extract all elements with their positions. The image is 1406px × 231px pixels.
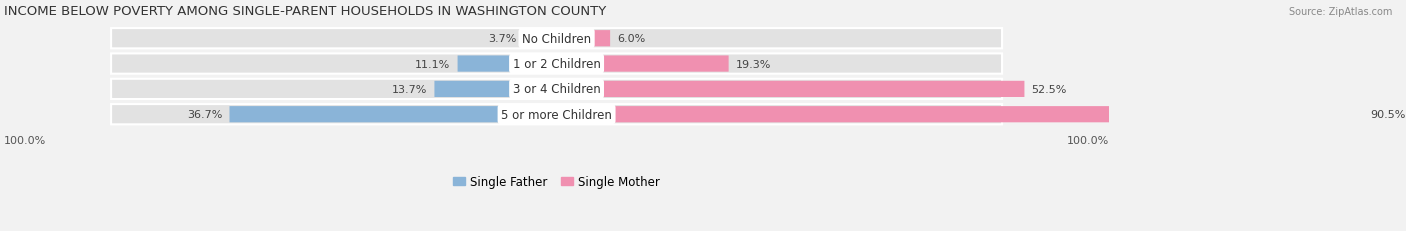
- FancyBboxPatch shape: [434, 81, 557, 97]
- Text: 100.0%: 100.0%: [4, 135, 46, 145]
- Text: 3.7%: 3.7%: [488, 34, 516, 44]
- Legend: Single Father, Single Mother: Single Father, Single Mother: [449, 170, 665, 193]
- Text: 13.7%: 13.7%: [392, 85, 427, 94]
- Text: 36.7%: 36.7%: [187, 110, 222, 120]
- FancyBboxPatch shape: [111, 29, 1002, 49]
- FancyBboxPatch shape: [457, 56, 557, 72]
- Text: 100.0%: 100.0%: [1067, 135, 1109, 145]
- Text: Source: ZipAtlas.com: Source: ZipAtlas.com: [1288, 7, 1392, 17]
- Text: 19.3%: 19.3%: [735, 59, 770, 69]
- Text: 11.1%: 11.1%: [415, 59, 450, 69]
- Text: INCOME BELOW POVERTY AMONG SINGLE-PARENT HOUSEHOLDS IN WASHINGTON COUNTY: INCOME BELOW POVERTY AMONG SINGLE-PARENT…: [4, 5, 606, 18]
- FancyBboxPatch shape: [111, 105, 1002, 125]
- FancyBboxPatch shape: [111, 54, 1002, 74]
- FancyBboxPatch shape: [557, 56, 728, 72]
- Text: 1 or 2 Children: 1 or 2 Children: [513, 58, 600, 71]
- Text: 52.5%: 52.5%: [1032, 85, 1067, 94]
- Text: No Children: No Children: [522, 33, 591, 46]
- FancyBboxPatch shape: [111, 79, 1002, 100]
- Text: 3 or 4 Children: 3 or 4 Children: [513, 83, 600, 96]
- FancyBboxPatch shape: [557, 107, 1362, 123]
- Text: 6.0%: 6.0%: [617, 34, 645, 44]
- FancyBboxPatch shape: [557, 81, 1025, 97]
- FancyBboxPatch shape: [557, 31, 610, 47]
- FancyBboxPatch shape: [229, 107, 557, 123]
- Text: 90.5%: 90.5%: [1369, 110, 1406, 120]
- FancyBboxPatch shape: [523, 31, 557, 47]
- Text: 5 or more Children: 5 or more Children: [501, 108, 612, 121]
